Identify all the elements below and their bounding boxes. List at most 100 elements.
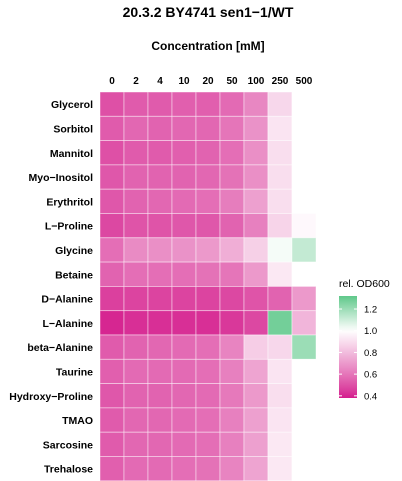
heatmap-cell — [123, 358, 149, 384]
heatmap-cell — [99, 213, 125, 239]
heatmap-cell — [267, 358, 293, 384]
heatmap-cell — [195, 358, 221, 384]
y-tick-labels: Glycerol Sorbitol Mannitol Myo−Inositol Eryt… — [9, 99, 94, 476]
y-tick-label: Sarcosine — [43, 439, 93, 451]
heatmap-cell — [171, 188, 197, 214]
heatmap-cell — [267, 431, 293, 457]
heatmap-cell — [243, 91, 269, 117]
heatmap-cell — [219, 456, 245, 481]
heatmap-cell — [99, 91, 125, 117]
heatmap-cell — [267, 285, 293, 312]
heatmap-cell — [123, 164, 149, 190]
heatmap-cell — [171, 334, 197, 360]
x-tick-label: 10 — [178, 76, 190, 87]
heatmap-cell — [123, 310, 149, 336]
heatmap-cell — [195, 407, 221, 433]
heatmap-cell — [147, 188, 173, 214]
chart-title: 20.3.2 BY4741 sen1−1/WT — [123, 4, 294, 20]
y-tick-label: Trehalose — [44, 464, 93, 476]
heatmap-cell — [99, 285, 125, 312]
heatmap-cell — [99, 431, 125, 457]
heatmap-cell — [267, 383, 293, 409]
heatmap-cell — [99, 407, 125, 433]
heatmap-cell — [195, 115, 221, 142]
heatmap-cell — [147, 358, 173, 384]
heatmap-cell — [267, 237, 293, 263]
x-tick-label: 500 — [296, 76, 313, 87]
heatmap-cell — [123, 285, 149, 312]
x-axis-title: Concentration [mM] — [151, 39, 264, 53]
heatmap-cell — [147, 164, 173, 190]
heatmap-cell — [171, 213, 197, 239]
heatmap-cell — [291, 285, 317, 312]
heatmap-cell — [291, 431, 317, 457]
heatmap-cell — [243, 431, 269, 457]
heatmap-cell — [243, 358, 269, 384]
heatmap-cell — [219, 431, 245, 457]
heatmap-cell — [171, 115, 197, 142]
heatmap-cell — [219, 310, 245, 336]
heatmap-cell — [291, 407, 317, 433]
heatmap-cell — [195, 213, 221, 239]
heatmap-cell — [171, 431, 197, 457]
heatmap-cell — [171, 310, 197, 336]
heatmap-cell — [267, 164, 293, 190]
heatmap-cell — [219, 164, 245, 190]
heatmap-cell — [171, 383, 197, 409]
y-tick-label: L−Alanine — [43, 318, 94, 330]
heatmap-cell — [171, 91, 197, 117]
legend-tick-label: 1.0 — [364, 326, 377, 337]
heatmap-cell — [147, 285, 173, 312]
heatmap-cell — [99, 261, 125, 287]
heatmap-cell — [99, 140, 125, 166]
heatmap-cell — [219, 334, 245, 360]
heatmap-cell — [195, 237, 221, 263]
heatmap-cell — [147, 407, 173, 433]
heatmap-cell — [291, 140, 317, 166]
y-tick-label: Betaine — [55, 269, 93, 281]
heatmap-cell — [243, 310, 269, 336]
heatmap-cell — [123, 431, 149, 457]
heatmap-cell — [243, 285, 269, 312]
x-tick-label: 0 — [109, 76, 115, 87]
heatmap-cell — [243, 237, 269, 263]
y-tick-label: Myo−Inositol — [29, 172, 94, 184]
heatmap-cell — [267, 115, 293, 142]
heatmap-cell — [291, 358, 317, 384]
heatmap-cell — [243, 407, 269, 433]
heatmap-cell — [291, 188, 317, 214]
legend-ticks: 1.2 1.0 0.8 0.6 0.4 — [339, 305, 377, 402]
heatmap-cell — [291, 261, 317, 287]
heatmap-cell — [243, 140, 269, 166]
legend-tick-label: 0.6 — [364, 370, 377, 381]
heatmap-cell — [123, 237, 149, 263]
x-tick-label: 100 — [248, 76, 265, 87]
heatmap-cell — [219, 115, 245, 142]
heatmap-cell — [99, 358, 125, 384]
x-tick-labels: 0 2 4 10 20 50 100 250 500 — [109, 76, 313, 87]
y-tick-label: Mannitol — [50, 148, 93, 160]
legend-colorbar — [339, 296, 357, 398]
legend-title: rel. OD600 — [339, 278, 390, 290]
legend-tick-label: 1.2 — [364, 305, 377, 316]
heatmap-cell — [123, 213, 149, 239]
heatmap-cell — [195, 261, 221, 287]
heatmap-cell — [291, 164, 317, 190]
heatmap-cell — [99, 164, 125, 190]
heatmap-cell — [219, 358, 245, 384]
heatmap-cell — [243, 261, 269, 287]
heatmap-cell — [147, 237, 173, 263]
heatmap-cell — [291, 383, 317, 409]
heatmap-cell — [267, 407, 293, 433]
heatmap-cell — [291, 456, 317, 481]
heatmap-cell — [99, 310, 125, 336]
legend-tick-label: 0.4 — [364, 391, 377, 402]
heatmap-cell — [243, 383, 269, 409]
heatmap-cell — [243, 334, 269, 360]
heatmap-cell — [195, 91, 221, 117]
heatmap-cell — [147, 213, 173, 239]
heatmap-cell — [219, 237, 245, 263]
heatmap-cells — [99, 91, 317, 481]
y-tick-label: Taurine — [56, 366, 93, 378]
heatmap-cell — [147, 431, 173, 457]
